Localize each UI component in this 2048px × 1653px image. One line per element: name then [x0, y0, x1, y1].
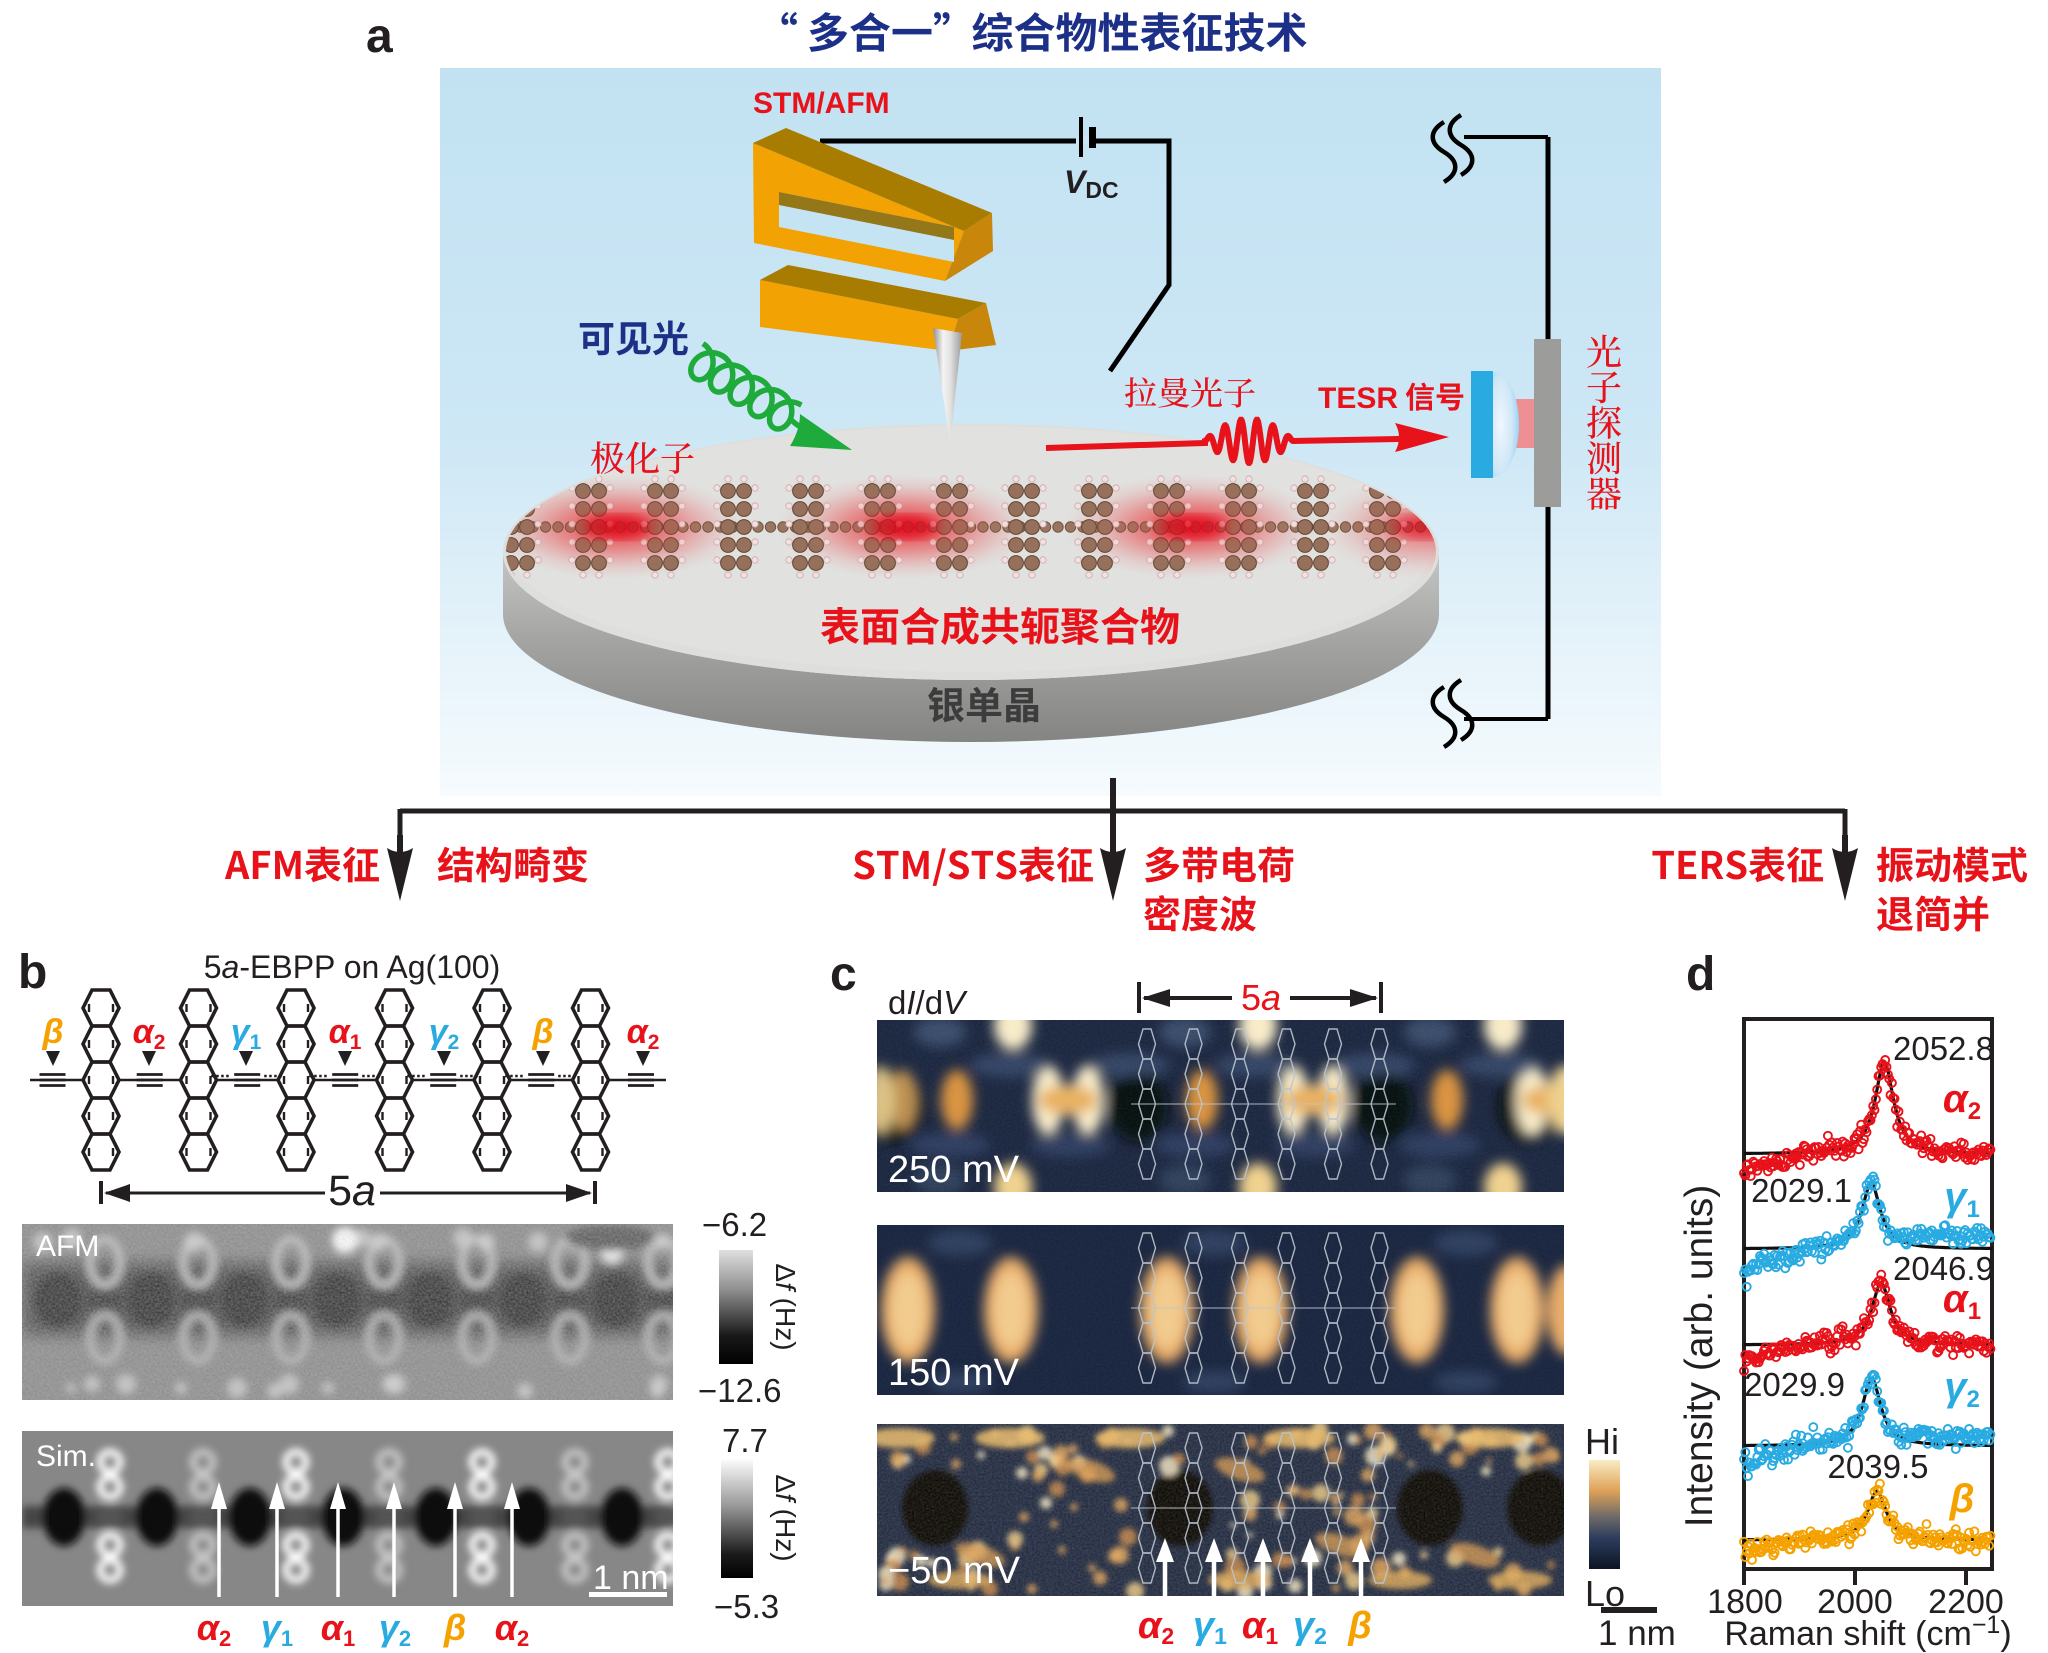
svg-text:VDC: VDC	[1064, 164, 1119, 203]
svg-text:α1: α1	[329, 1013, 362, 1054]
svg-text:b: b	[18, 946, 47, 999]
svg-text:β: β	[443, 1607, 466, 1648]
svg-text:γ1: γ1	[261, 1607, 293, 1651]
svg-text:7.7: 7.7	[722, 1422, 768, 1459]
svg-text:2000: 2000	[1817, 1583, 1893, 1621]
svg-text:1 nm: 1 nm	[1598, 1614, 1676, 1653]
svg-text:2039.5: 2039.5	[1828, 1448, 1929, 1485]
svg-text:1 nm: 1 nm	[593, 1559, 669, 1597]
svg-text:Raman shift (cm−1): Raman shift (cm−1)	[1724, 1611, 2011, 1653]
svg-text:Δf (Hz): Δf (Hz)	[770, 1474, 801, 1561]
svg-text:2046.9: 2046.9	[1893, 1250, 1994, 1287]
svg-text:d: d	[1686, 948, 1715, 1001]
svg-text:β: β	[41, 1013, 63, 1051]
svg-text:TESR: TESR	[1318, 382, 1398, 415]
svg-text:150 mV: 150 mV	[888, 1352, 1020, 1394]
svg-text:α2: α2	[1138, 1605, 1174, 1649]
svg-text:Sim.: Sim.	[36, 1440, 96, 1473]
svg-text:STM/AFM: STM/AFM	[753, 87, 890, 120]
svg-text:dI/dV: dI/dV	[888, 984, 968, 1021]
svg-text:−50 mV: −50 mV	[888, 1550, 1021, 1592]
svg-text:AFM: AFM	[36, 1230, 99, 1263]
svg-text:2052.8: 2052.8	[1893, 1030, 1994, 1067]
svg-text:Intensity (arb. units): Intensity (arb. units)	[1678, 1185, 1721, 1527]
svg-text:250 mV: 250 mV	[888, 1149, 1020, 1191]
svg-text:5a: 5a	[328, 1167, 376, 1215]
svg-text:2029.1: 2029.1	[1751, 1172, 1852, 1209]
svg-text:2029.9: 2029.9	[1744, 1366, 1845, 1403]
svg-text:2200: 2200	[1928, 1583, 2004, 1621]
svg-text:−5.3: −5.3	[714, 1588, 779, 1625]
svg-text:−12.6: −12.6	[698, 1372, 782, 1409]
svg-text:1800: 1800	[1707, 1583, 1783, 1621]
svg-text:α2: α2	[627, 1013, 660, 1054]
svg-text:β: β	[531, 1013, 553, 1051]
svg-text:5a: 5a	[1241, 977, 1281, 1018]
svg-text:a: a	[366, 10, 393, 63]
svg-text:Hi: Hi	[1585, 1421, 1619, 1462]
svg-text:−6.2: −6.2	[702, 1206, 767, 1243]
svg-text:β: β	[1347, 1605, 1372, 1647]
svg-text:5a-EBPP on Ag(100): 5a-EBPP on Ag(100)	[204, 949, 501, 985]
svg-text:β: β	[1949, 1477, 1975, 1521]
svg-text:Δf (Hz): Δf (Hz)	[770, 1263, 801, 1350]
svg-text:c: c	[830, 948, 857, 1001]
